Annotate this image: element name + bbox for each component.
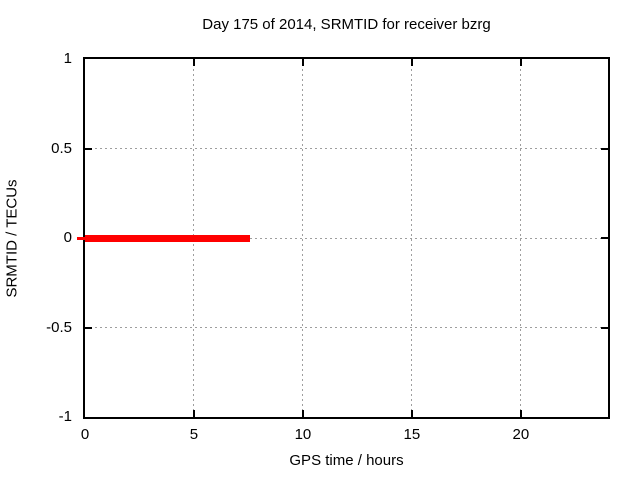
- y-tick-mark-right: [601, 147, 608, 150]
- y-tick-label: 0: [63, 229, 72, 246]
- x-axis-title: GPS time / hours: [289, 452, 404, 469]
- x-tick-mark-bottom: [301, 410, 304, 417]
- x-tick-mark-bottom: [192, 410, 195, 417]
- x-tick-label: 20: [512, 426, 530, 443]
- x-tick-label: 0: [80, 426, 90, 443]
- y-tick-mark-left: [85, 326, 92, 329]
- plot-area: [77, 57, 610, 419]
- y-tick-mark-left: [85, 147, 92, 150]
- red-zero-tick-outside-left-border: [77, 236, 85, 240]
- y-gridline: [85, 237, 608, 239]
- y-gridline: [85, 327, 608, 328]
- y-gridline: [85, 148, 608, 149]
- x-tick-mark-bottom: [519, 410, 522, 417]
- y-tick-mark-right: [601, 326, 608, 329]
- x-tick-label: 10: [294, 426, 312, 443]
- y-tick-labels: -1 -0.5 0 0.5 1: [0, 50, 76, 425]
- series-line-srmtid: [85, 234, 250, 242]
- x-tick-mark-top: [301, 59, 304, 66]
- x-tick-label: 5: [189, 426, 199, 443]
- y-tick-label: -1: [58, 408, 72, 425]
- x-tick-mark-bottom: [410, 410, 413, 417]
- y-tick-label: 1: [63, 50, 72, 67]
- y-tick-label: -0.5: [46, 318, 72, 336]
- y-tick-mark-right: [601, 237, 608, 239]
- x-tick-mark-top: [519, 59, 522, 66]
- x-tick-mark-top: [192, 59, 195, 66]
- x-tick-labels: 0 5 10 15 20: [81, 426, 610, 446]
- x-tick-label: 15: [403, 426, 421, 443]
- y-tick-label: 0.5: [51, 139, 72, 157]
- chart-title: Day 175 of 2014, SRMTID for receiver bzr…: [202, 16, 491, 33]
- x-tick-mark-top: [410, 59, 413, 66]
